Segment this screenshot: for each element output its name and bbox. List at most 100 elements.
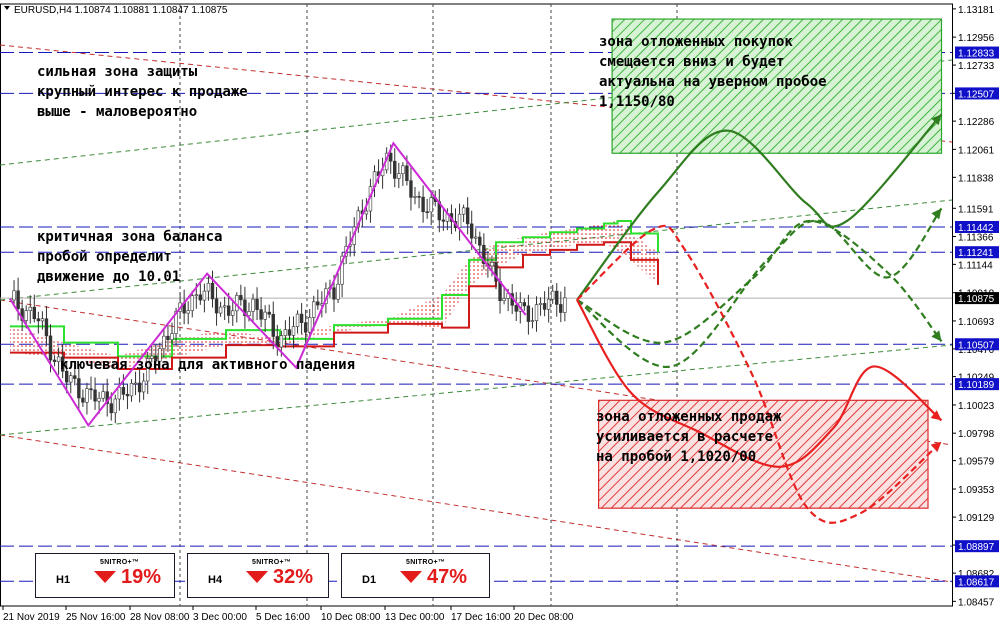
candle-body <box>117 387 122 400</box>
candle-body <box>105 391 109 404</box>
candle-body <box>397 173 401 179</box>
price-tick-label: 1.08457 <box>958 597 995 608</box>
time-tick-label: 5 Dec 16:00 <box>256 612 310 623</box>
badge-brand: 5NITRO+™ <box>252 559 292 566</box>
badge-brand: 5NITRO+™ <box>406 559 446 566</box>
candle-body <box>32 306 37 320</box>
price-level-box <box>955 220 999 233</box>
candle-body <box>85 388 89 403</box>
price-level-box <box>955 338 999 351</box>
price-tick-label: 1.11838 <box>958 173 994 184</box>
candle-body <box>170 333 174 341</box>
candle-body <box>421 196 425 212</box>
price-tick-label: 1.10023 <box>958 401 995 412</box>
annotation-text: на пробой 1,1020/00 <box>596 449 756 465</box>
candle-body <box>550 290 555 300</box>
candle-body <box>299 313 304 323</box>
candle-body <box>482 244 486 265</box>
candle-body <box>316 301 320 306</box>
candle-body <box>332 287 336 300</box>
annotation-text: движение до 10.01 <box>37 269 180 285</box>
candle-body <box>263 311 267 320</box>
candle-body <box>146 358 150 382</box>
price-tick-label: 1.10470 <box>958 345 995 356</box>
candle-body <box>393 160 397 179</box>
price-level-label: 1.10189 <box>958 380 995 391</box>
price-level-box <box>955 292 999 305</box>
candle-body <box>469 223 474 239</box>
price-tick-label: 1.09353 <box>958 485 995 496</box>
candle-body <box>214 298 219 314</box>
candle-body <box>287 329 292 336</box>
candle-body <box>441 219 446 222</box>
annotation-text: смещается вниз и будет <box>599 54 784 70</box>
candle-body <box>227 305 231 316</box>
price-level-box <box>955 540 999 553</box>
forecast-path <box>576 207 943 368</box>
candle-body <box>190 295 194 311</box>
signal-badge-d1: D1 5NITRO+™ 47% <box>341 553 490 598</box>
candle-body <box>210 282 215 300</box>
time-tick-label: 21 Nov 2019 <box>3 612 60 623</box>
forecast-arrowhead <box>931 208 942 220</box>
candle-body <box>73 375 77 379</box>
candle-body <box>206 282 211 292</box>
candle-body <box>538 303 543 305</box>
candle-body <box>409 180 413 198</box>
zigzag-line <box>9 141 527 428</box>
forecast-arrowhead <box>930 410 942 421</box>
candle-body <box>247 311 251 316</box>
cloud-lower-line <box>10 241 659 370</box>
candle-body <box>295 313 300 327</box>
price-level-label: 1.08617 <box>958 577 995 588</box>
candle-body <box>271 313 275 337</box>
price-level-label: 1.10507 <box>958 340 995 351</box>
candle-body <box>231 310 235 316</box>
price-tick-label: 1.09579 <box>958 457 995 468</box>
candle-body <box>174 311 178 334</box>
candle-body <box>186 310 190 314</box>
dropdown-icon <box>4 6 10 10</box>
candle-body <box>457 213 462 228</box>
price-tick-label: 1.08682 <box>958 569 995 580</box>
candle-body <box>465 207 470 225</box>
candle-body <box>283 329 288 336</box>
candle-body <box>52 359 57 362</box>
price-tick-label: 1.11366 <box>958 233 994 244</box>
time-tick-label: 10 Dec 08:00 <box>321 612 381 623</box>
candle-body <box>251 298 255 312</box>
down-arrow-icon <box>246 571 268 583</box>
price-tick-label: 1.10693 <box>958 317 995 328</box>
candle-body <box>162 335 166 349</box>
price-level-box <box>955 378 999 391</box>
candle-body <box>291 326 296 336</box>
forecast-arrowhead <box>930 441 942 453</box>
candle-body <box>137 382 142 393</box>
candle-body <box>113 398 118 414</box>
channel-line <box>0 59 953 166</box>
candle-body <box>563 297 567 313</box>
signal-badge-h1: H1 5NITRO+™ 19% <box>35 553 175 598</box>
badge-percent: 19% <box>121 566 162 588</box>
candle-body <box>198 294 203 301</box>
candle-body <box>502 298 506 301</box>
signal-badge-h4: H4 5NITRO+™ 32% <box>187 553 329 598</box>
time-tick-label: 3 Dec 00:00 <box>193 612 247 623</box>
price-level-box <box>955 46 999 59</box>
price-tick-label: 1.09129 <box>958 513 995 524</box>
price-tick-label: 1.12956 <box>958 33 995 44</box>
badge-brand: 5NITRO+™ <box>100 559 140 566</box>
candle-body <box>40 318 45 322</box>
annotation-text: зона отложенных продаж <box>596 409 782 425</box>
chart-symbol-line: EURUSD,H4 1.10874 1.10881 1.10847 1.1087… <box>14 5 228 16</box>
price-tick-label: 1.11591 <box>958 204 994 215</box>
candle-body <box>101 391 105 399</box>
candle-body <box>28 306 32 311</box>
candle-body <box>44 318 49 337</box>
candle-body <box>12 290 16 301</box>
down-arrow-icon <box>94 571 116 583</box>
candle-body <box>97 397 101 402</box>
candle-body <box>279 335 284 348</box>
candle-body <box>429 197 433 213</box>
candle-body <box>194 294 198 297</box>
